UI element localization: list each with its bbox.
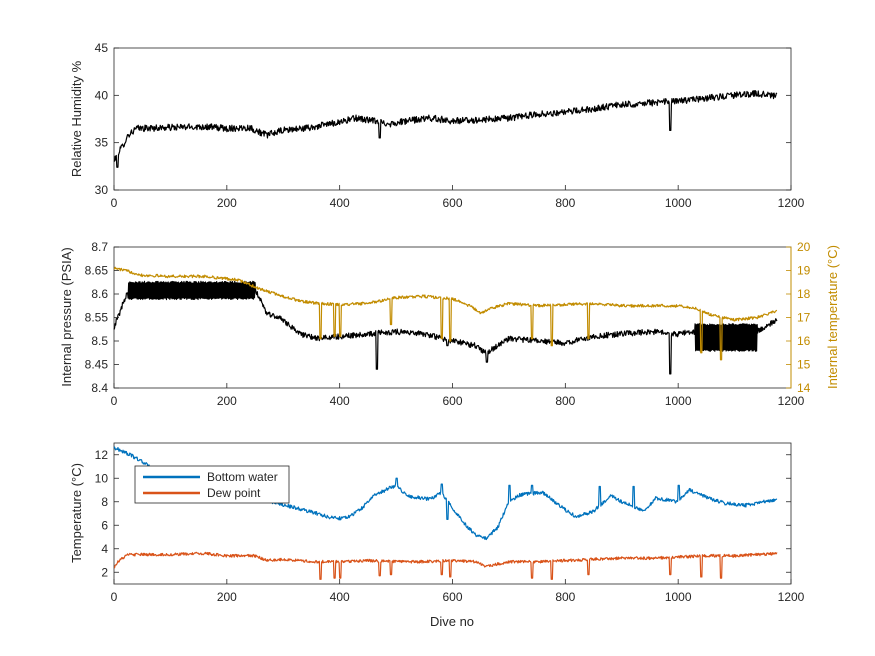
y-tick-label: 30 [95,183,109,197]
temperature-y-axis-label: Temperature (°C) [69,463,84,563]
right-y-tick-label: 20 [797,240,811,254]
humidity-panel: 0 200 400 600 800 1000 1200 30 35 40 45 Relative … [69,41,805,210]
temperature-panel: 0 200 400 600 800 1000 1200 2 4 6 8 10 12 Temperatu… [69,442,805,629]
x-tick-label: 800 [555,196,575,210]
y-tick-label: 8.55 [85,311,109,325]
legend-label-dew-point: Dew point [207,486,261,500]
x-axis-label: Dive no [430,614,474,629]
humidity-y-axis: 30 35 40 45 [95,41,791,197]
series-0-0-line [113,90,778,168]
x-tick-label: 1000 [665,196,692,210]
x-tick-label: 1000 [665,590,692,604]
x-tick-label: 0 [111,196,118,210]
temperature-y-axis: 2 4 6 8 10 12 [95,448,791,579]
y-tick-label: 8.45 [85,358,109,372]
x-tick-label: 600 [442,196,462,210]
x-tick-label: 400 [330,394,350,408]
humidity-y-axis-label: Relative Humidity % [69,60,84,177]
x-tick-label: 800 [555,394,575,408]
x-tick-label: 200 [217,196,237,210]
y-tick-label: 8.6 [91,287,108,301]
y-tick-label: 8.5 [91,334,108,348]
dew-point-line [113,551,778,580]
x-tick-label: 0 [111,590,118,604]
y-tick-label: 2 [101,565,108,579]
temperature-right-y-axis: 14 15 16 17 18 19 20 [786,240,811,395]
y-tick-label: 40 [95,88,109,102]
pressure-x-axis: 0 200 400 600 800 1000 1200 [111,383,805,408]
x-tick-label: 0 [111,394,118,408]
y-tick-label: 10 [95,471,109,485]
y-tick-label: 6 [101,518,108,532]
y-tick-label: 45 [95,41,109,55]
series-1-0-line [113,280,778,375]
y-tick-label: 35 [95,136,109,150]
x-tick-label: 200 [217,590,237,604]
x-tick-label: 600 [442,394,462,408]
pressure-plot-area [113,246,792,389]
x-tick-label: 1200 [778,394,805,408]
temperature-plot-area [113,442,792,585]
x-tick-label: 400 [330,196,350,210]
right-y-tick-label: 17 [797,311,811,325]
right-y-tick-label: 19 [797,264,811,278]
x-tick-label: 400 [330,590,350,604]
y-tick-label: 4 [101,542,108,556]
series-1-1-line [113,266,778,361]
right-y-tick-label: 15 [797,358,811,372]
humidity-series-layer [113,90,778,168]
y-tick-label: 8.65 [85,264,109,278]
legend-box [134,465,290,504]
x-tick-label: 200 [217,394,237,408]
y-tick-label: 8.7 [91,240,108,254]
y-tick-label: 12 [95,448,109,462]
x-tick-label: 600 [442,590,462,604]
pressure-y-axis-label: Internal pressure (PSIA) [59,247,74,386]
x-tick-label: 1200 [778,196,805,210]
pressure-series-layer [113,266,778,375]
x-tick-label: 1200 [778,590,805,604]
legend: Bottom water Dew point [134,465,290,504]
right-y-tick-label: 14 [797,381,811,395]
x-tick-label: 1000 [665,394,692,408]
pressure-y-axis: 8.4 8.45 8.5 8.55 8.6 8.65 8.7 [85,240,119,395]
legend-label-bottom-water: Bottom water [207,470,278,484]
right-y-tick-label: 16 [797,334,811,348]
temperature-x-axis: 0 200 400 600 800 1000 1200 [111,579,805,604]
pressure-panel: 0 200 400 600 800 1000 1200 8.48.458.58.558.68… [59,240,840,408]
right-y-tick-label: 18 [797,287,811,301]
humidity-x-axis: 0 200 400 600 800 1000 1200 [111,185,805,210]
x-tick-label: 800 [555,590,575,604]
y-tick-label: 8 [101,495,108,509]
y-tick-label: 8.4 [91,381,108,395]
internal-temperature-y-axis-label: Internal temperature (°C) [825,245,840,389]
